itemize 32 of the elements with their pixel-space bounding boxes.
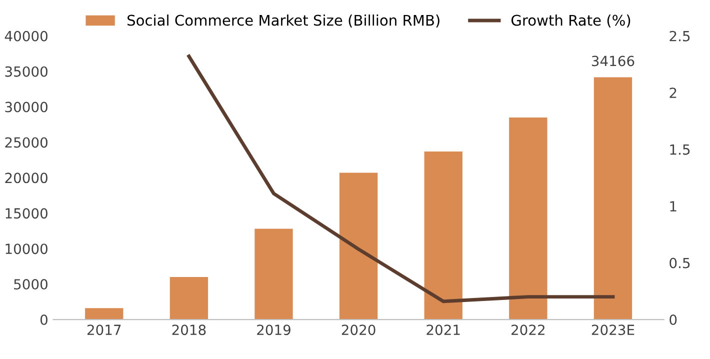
legend-label: Growth Rate (%) bbox=[511, 14, 630, 28]
y2-tick-label: 0 bbox=[670, 314, 677, 325]
y-tick-label: 0 bbox=[40, 314, 48, 325]
x-tick-label: 2021 bbox=[426, 324, 460, 336]
bar bbox=[85, 308, 124, 320]
y2-tick-label: 1.5 bbox=[670, 144, 690, 155]
y-tick-label: 15000 bbox=[6, 208, 48, 219]
y-tick-label: 5000 bbox=[14, 279, 48, 290]
bar bbox=[339, 172, 378, 320]
y-tick-label: 40000 bbox=[4, 30, 48, 42]
y-tick-label: 20000 bbox=[5, 172, 48, 184]
y2-tick-label: 1 bbox=[670, 201, 676, 212]
y2-tick-label: 2.5 bbox=[670, 30, 690, 42]
x-tick-label: 2018 bbox=[172, 324, 206, 336]
x-tick-label: 2022 bbox=[512, 324, 544, 336]
y2-tick-label: 2 bbox=[670, 88, 676, 98]
x-tick-label: 2017 bbox=[87, 324, 121, 336]
x-tick-label: 2020 bbox=[342, 324, 376, 336]
y-tick-label: 35000 bbox=[5, 66, 48, 77]
bar bbox=[170, 276, 208, 320]
bar bbox=[254, 228, 293, 320]
y-tick-label: 25000 bbox=[5, 137, 48, 148]
y2-tick-label: 0.5 bbox=[670, 258, 690, 268]
legend-label: Social Commerce Market Size (Billion RMB) bbox=[128, 14, 440, 28]
x-tick-label: 2019 bbox=[257, 324, 290, 336]
bar bbox=[424, 151, 462, 320]
x-tick-label: 2023E bbox=[592, 324, 634, 336]
data-label: 34166 bbox=[592, 56, 634, 66]
bar bbox=[509, 117, 548, 320]
y-tick-label: 10000 bbox=[6, 244, 48, 254]
y-tick-label: 30000 bbox=[5, 102, 48, 112]
bar bbox=[594, 77, 632, 320]
